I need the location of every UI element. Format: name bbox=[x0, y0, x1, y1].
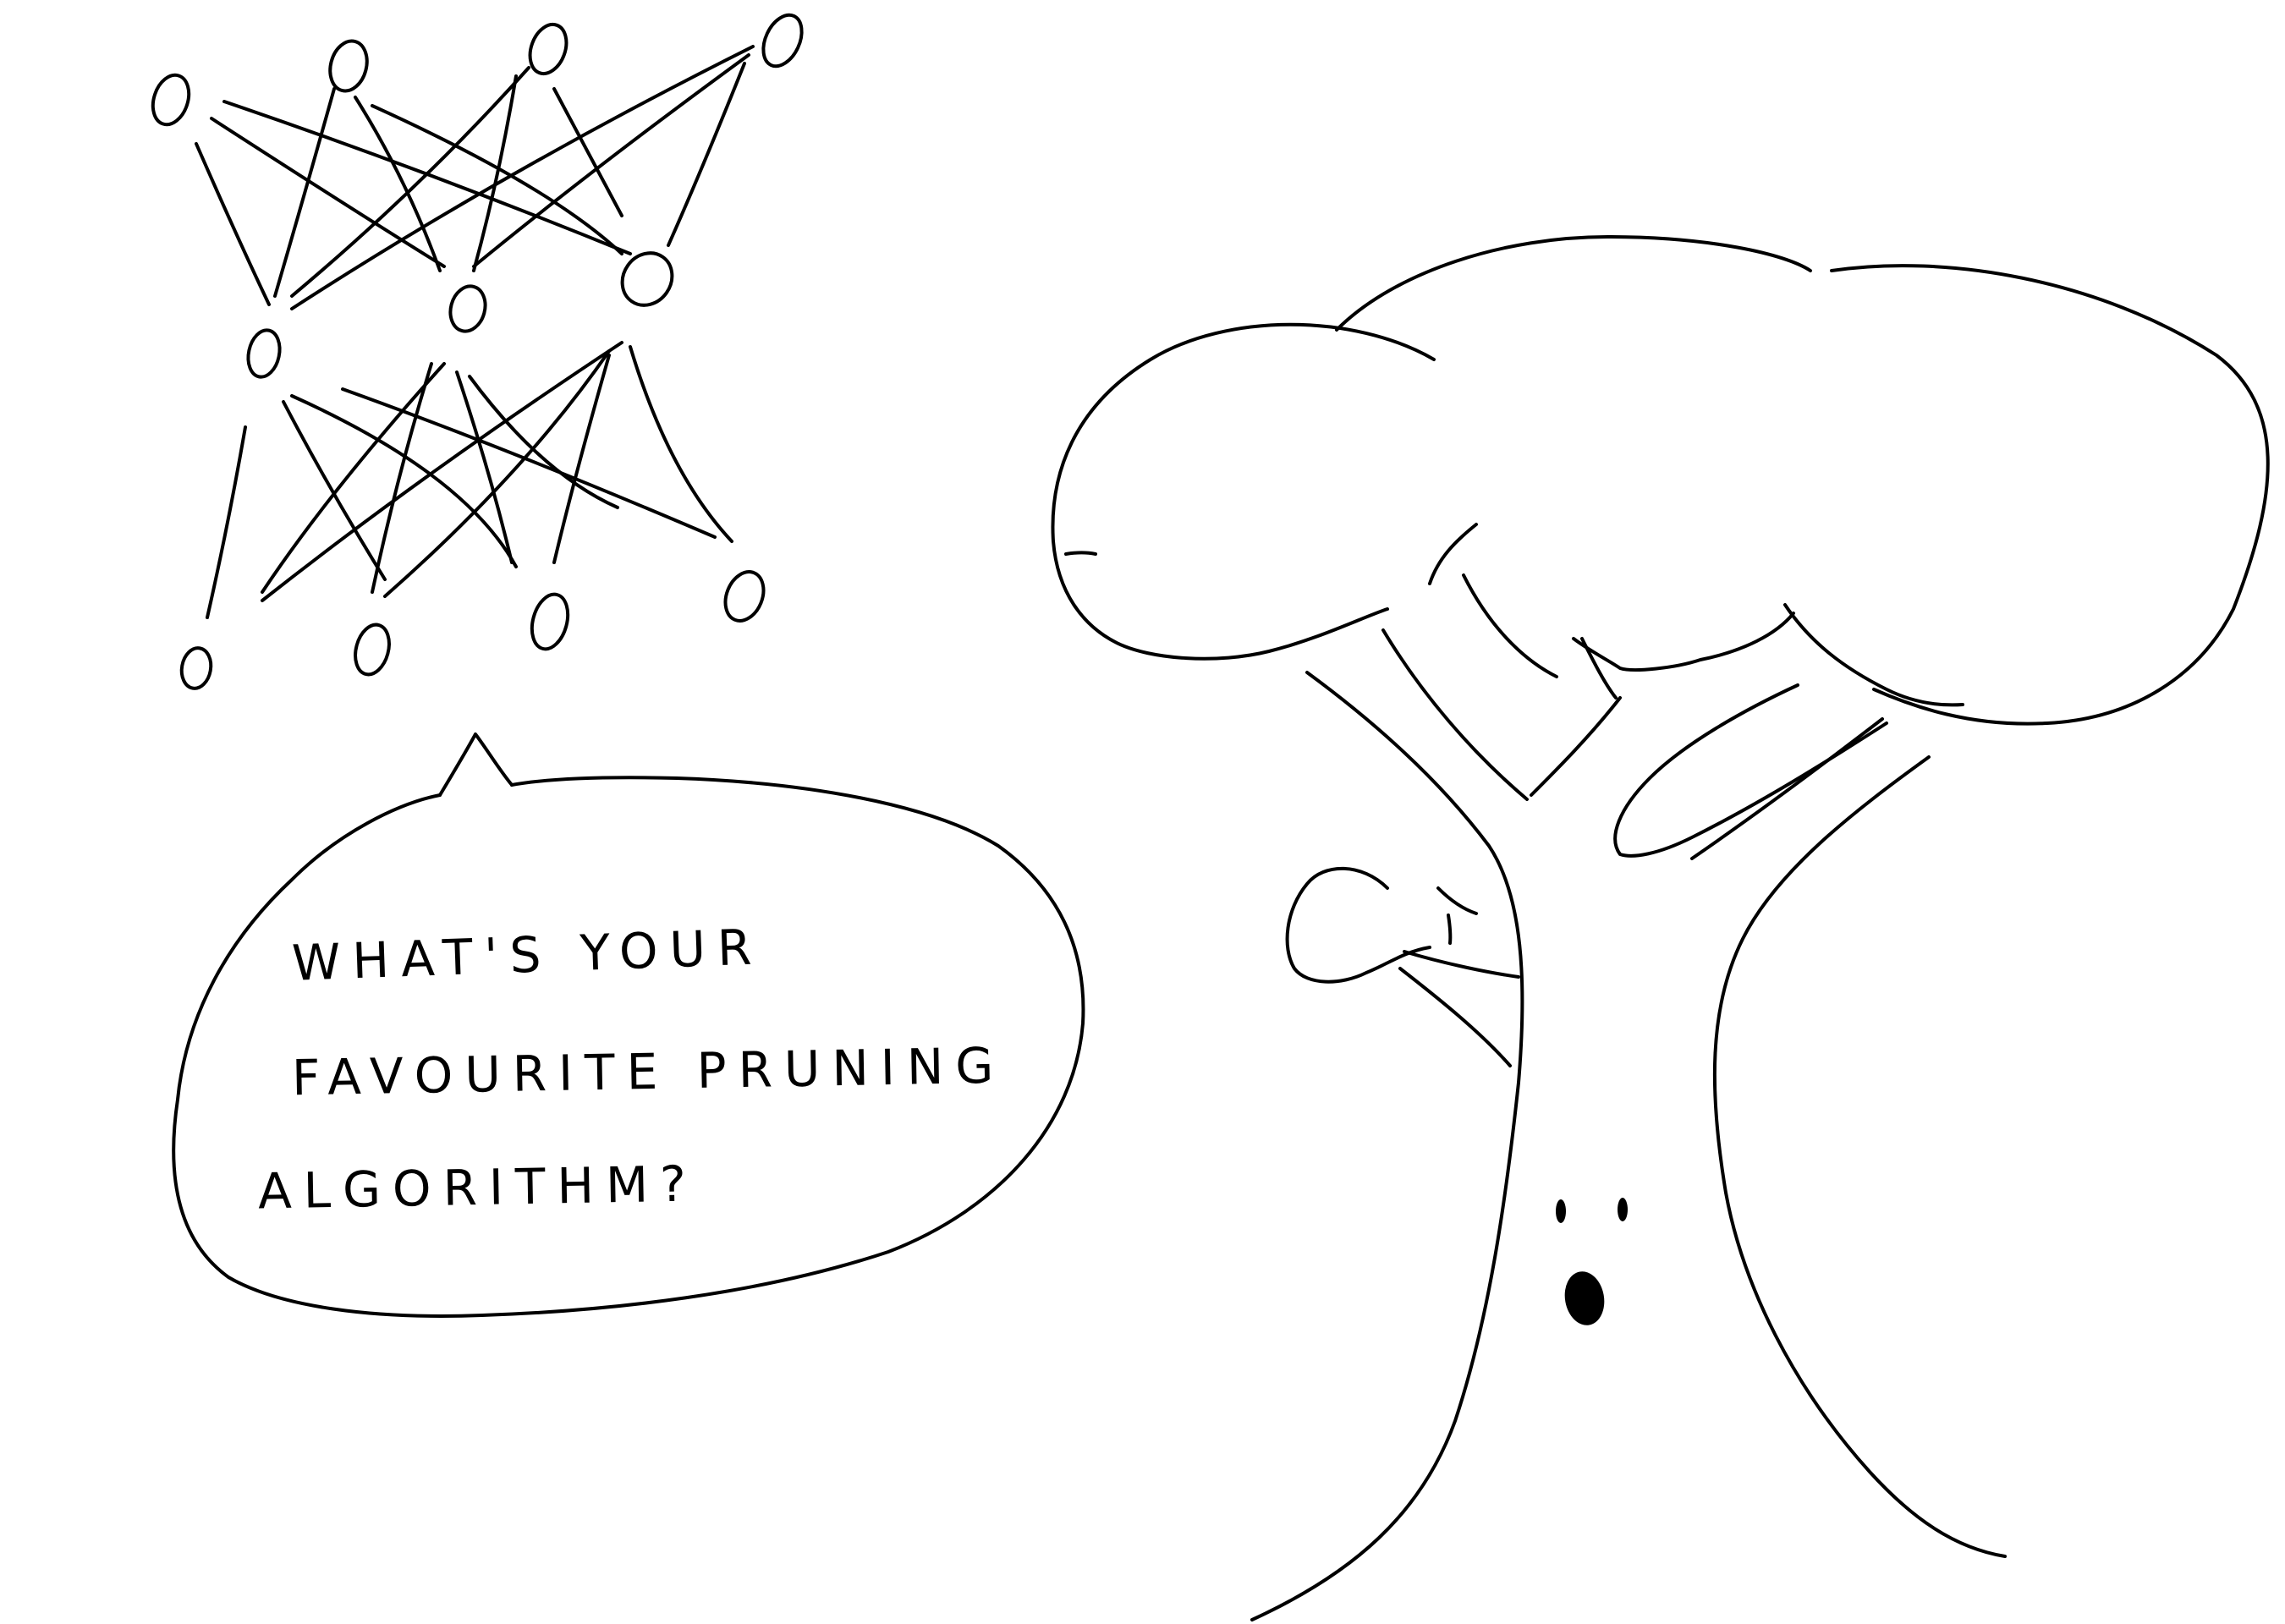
node bbox=[151, 73, 191, 127]
speech-line-2: FAVOURITE PRUNING bbox=[291, 1036, 1006, 1107]
node bbox=[246, 328, 282, 379]
canopy-right-lobe bbox=[1830, 264, 2270, 726]
branch-center bbox=[1530, 696, 1622, 797]
canopy-inner-fold bbox=[1428, 523, 1478, 585]
tree-face bbox=[1556, 1198, 1628, 1325]
trunk-left-edge bbox=[1250, 671, 1524, 1621]
tree bbox=[1051, 235, 2270, 1621]
side-branch-upper bbox=[1403, 950, 1520, 979]
network-nodes-middle bbox=[246, 251, 674, 379]
side-branch-tick bbox=[1447, 914, 1453, 945]
canopy-lower-edge-right bbox=[1783, 603, 1964, 707]
node bbox=[448, 284, 487, 333]
speech-line-1: WHAT'S YOUR bbox=[290, 918, 765, 992]
network-connections-upper bbox=[195, 45, 755, 310]
speech-bubble-outline bbox=[172, 776, 1085, 1318]
branch-right-loop bbox=[1613, 683, 1888, 858]
node bbox=[354, 623, 391, 677]
node bbox=[723, 570, 766, 623]
side-leaf-notch bbox=[1436, 886, 1478, 915]
tree-right-eye bbox=[1618, 1198, 1628, 1221]
speech-bubble-tail bbox=[438, 732, 514, 797]
network-connections-lower bbox=[206, 341, 733, 619]
tree-left-eye bbox=[1556, 1199, 1566, 1223]
tree-mouth bbox=[1564, 1271, 1605, 1325]
canopy-left-tick bbox=[1064, 551, 1097, 556]
node bbox=[528, 22, 569, 76]
side-leaf-cluster bbox=[1285, 866, 1431, 984]
trunk-right-edge bbox=[1712, 755, 2007, 1558]
tree-side-branch bbox=[1285, 866, 1520, 1067]
node bbox=[530, 592, 570, 651]
canopy-top-bump bbox=[1335, 235, 1812, 332]
speech-line-3: ALGORITHM? bbox=[257, 1155, 699, 1221]
network-nodes-bottom bbox=[179, 570, 766, 690]
tree-canopy bbox=[1051, 235, 2270, 726]
branch-left-fork bbox=[1462, 573, 1558, 678]
branch-left-stem bbox=[1381, 628, 1529, 801]
side-branch-lower bbox=[1398, 967, 1512, 1067]
speech-bubble bbox=[172, 732, 1085, 1318]
node bbox=[620, 251, 674, 307]
branch-center-top bbox=[1580, 637, 1618, 700]
node bbox=[761, 13, 804, 69]
canopy-left-lobe bbox=[1051, 322, 1436, 661]
canopy-lower-edge-mid bbox=[1572, 612, 1795, 672]
neural-network bbox=[151, 13, 804, 690]
tree-trunk bbox=[1250, 573, 2007, 1621]
branch-right-edge bbox=[1690, 717, 1884, 860]
node bbox=[179, 646, 213, 690]
node bbox=[328, 39, 369, 93]
network-nodes-top bbox=[151, 13, 804, 127]
